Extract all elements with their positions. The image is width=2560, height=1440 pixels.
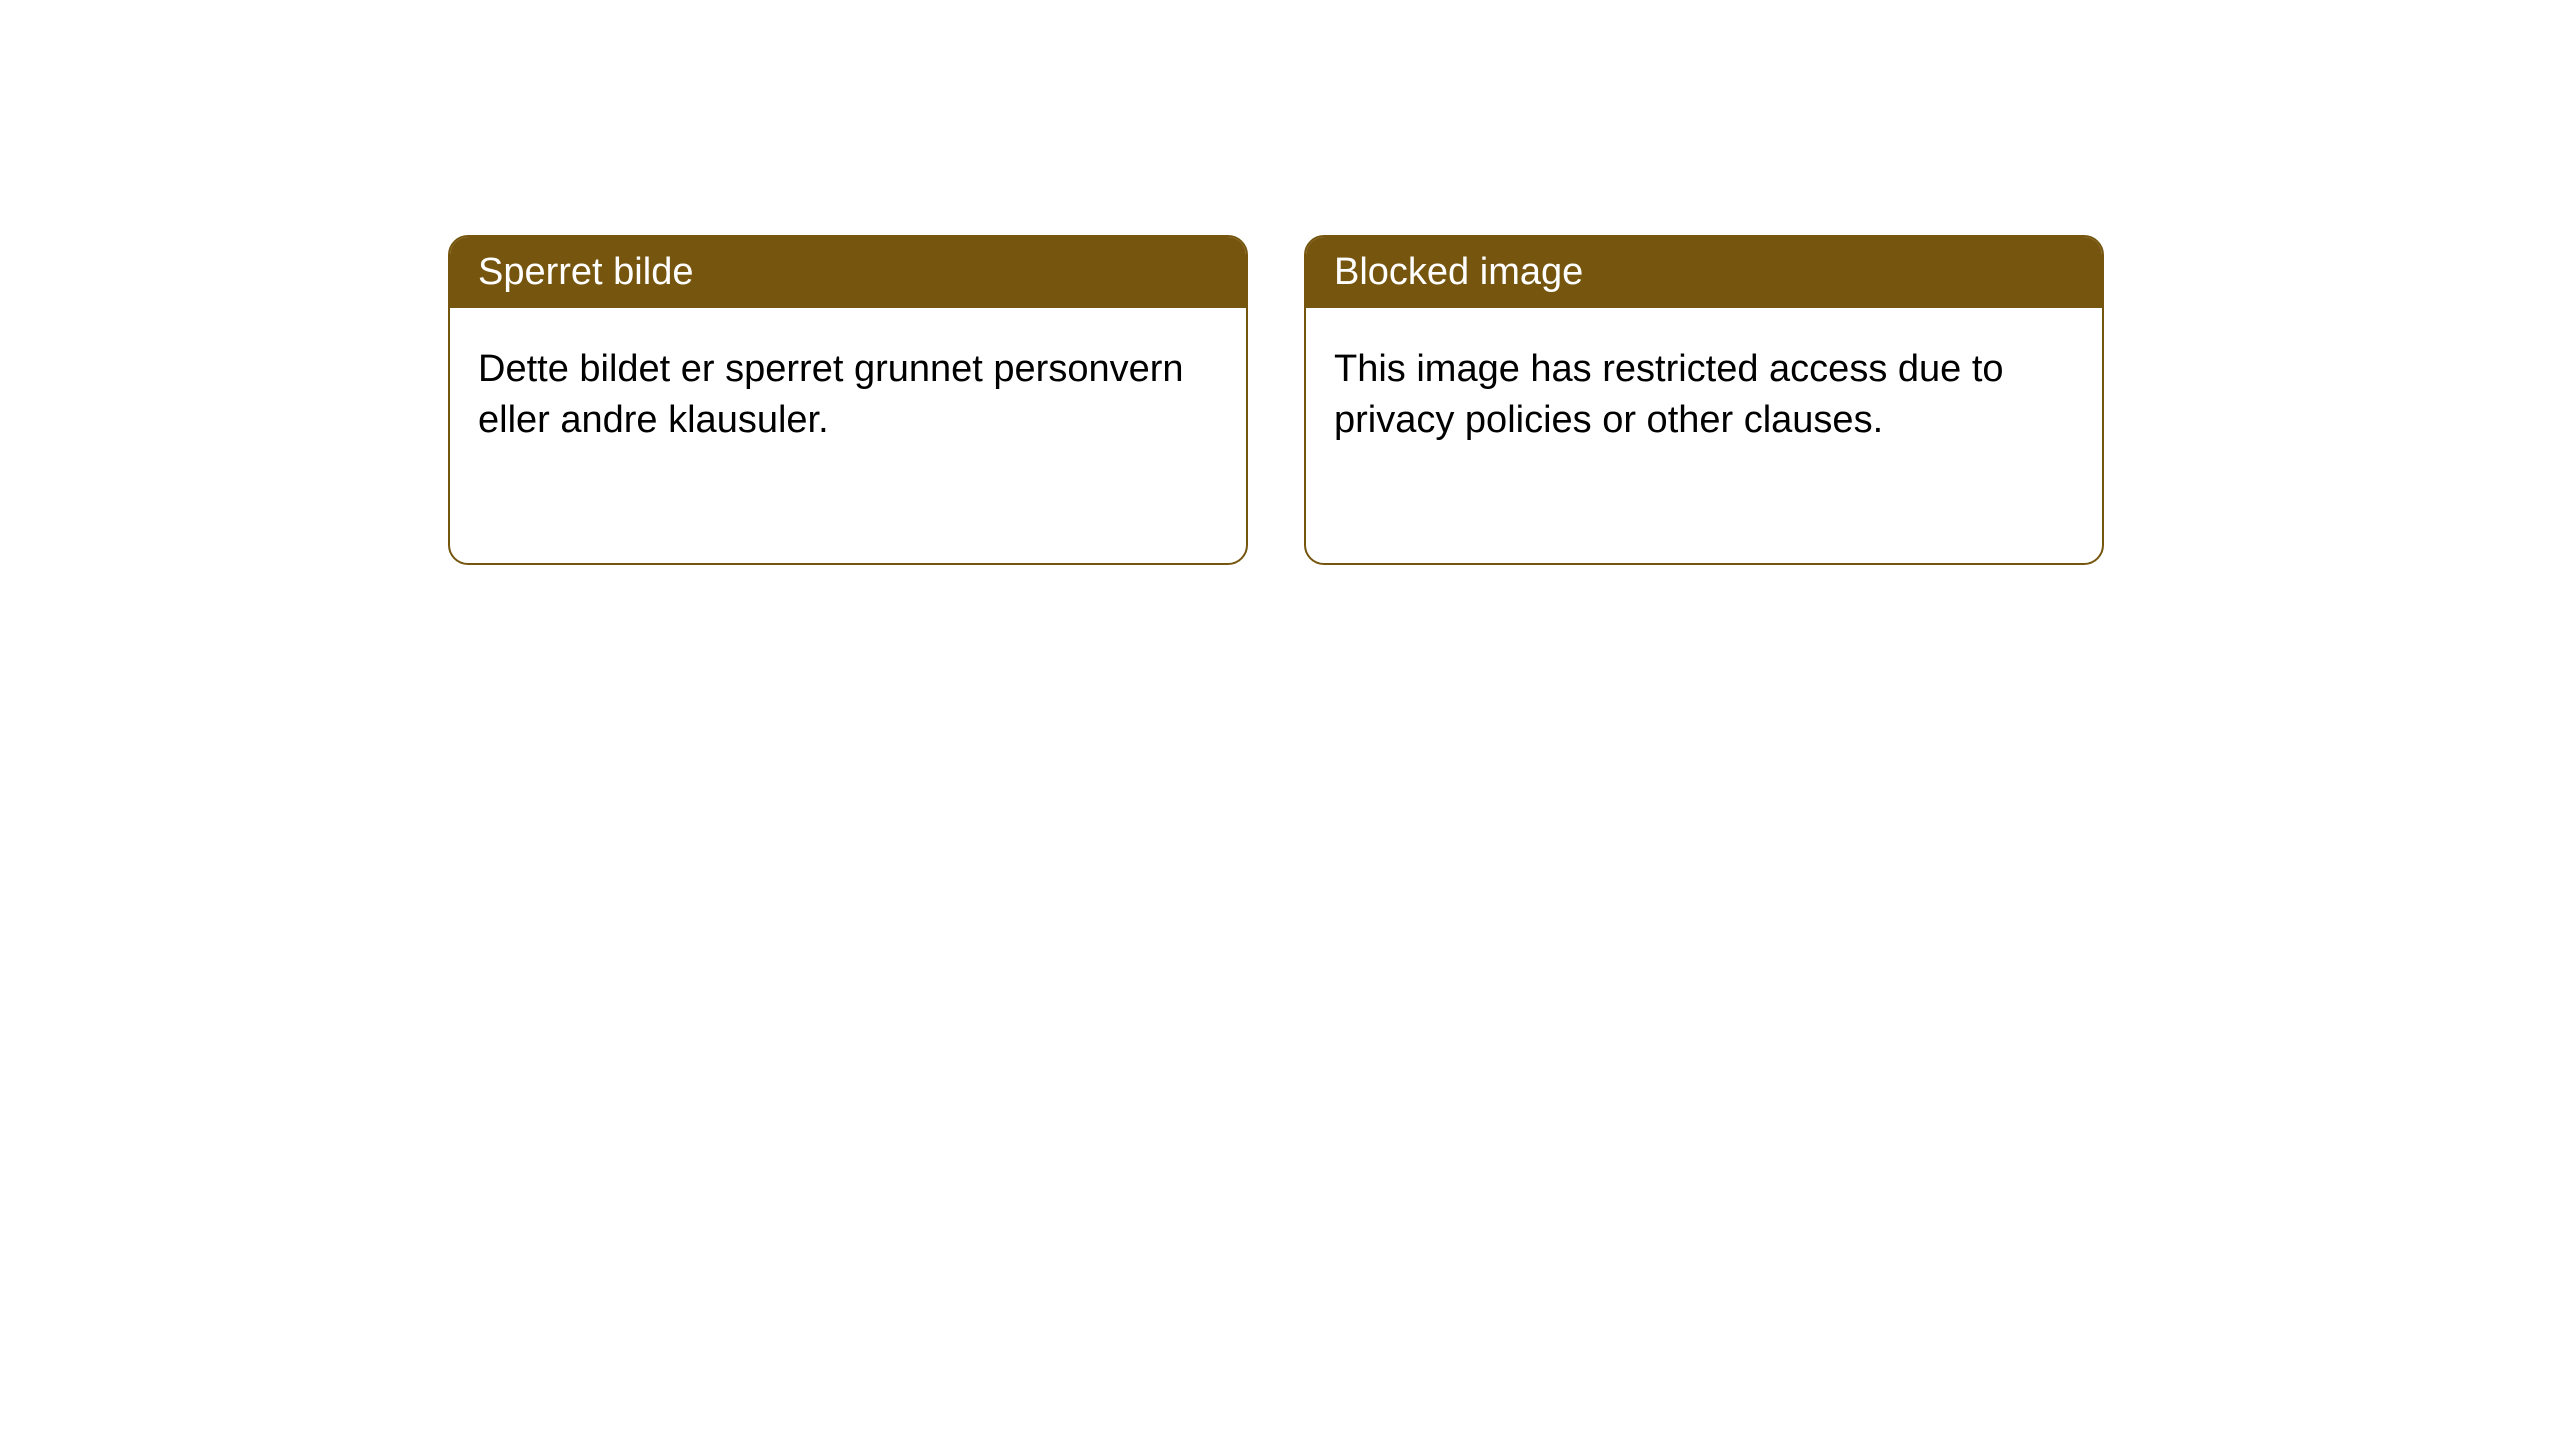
- card-header-no: Sperret bilde: [450, 237, 1246, 308]
- card-message-no: Dette bildet er sperret grunnet personve…: [478, 348, 1184, 441]
- card-message-en: This image has restricted access due to …: [1334, 348, 2004, 441]
- card-title-no: Sperret bilde: [478, 251, 693, 293]
- blocked-image-card-no: Sperret bilde Dette bildet er sperret gr…: [448, 235, 1248, 565]
- cards-container: Sperret bilde Dette bildet er sperret gr…: [0, 0, 2560, 565]
- card-title-en: Blocked image: [1334, 251, 1583, 293]
- card-body-no: Dette bildet er sperret grunnet personve…: [450, 308, 1246, 483]
- card-body-en: This image has restricted access due to …: [1306, 308, 2102, 483]
- blocked-image-card-en: Blocked image This image has restricted …: [1304, 235, 2104, 565]
- card-header-en: Blocked image: [1306, 237, 2102, 308]
